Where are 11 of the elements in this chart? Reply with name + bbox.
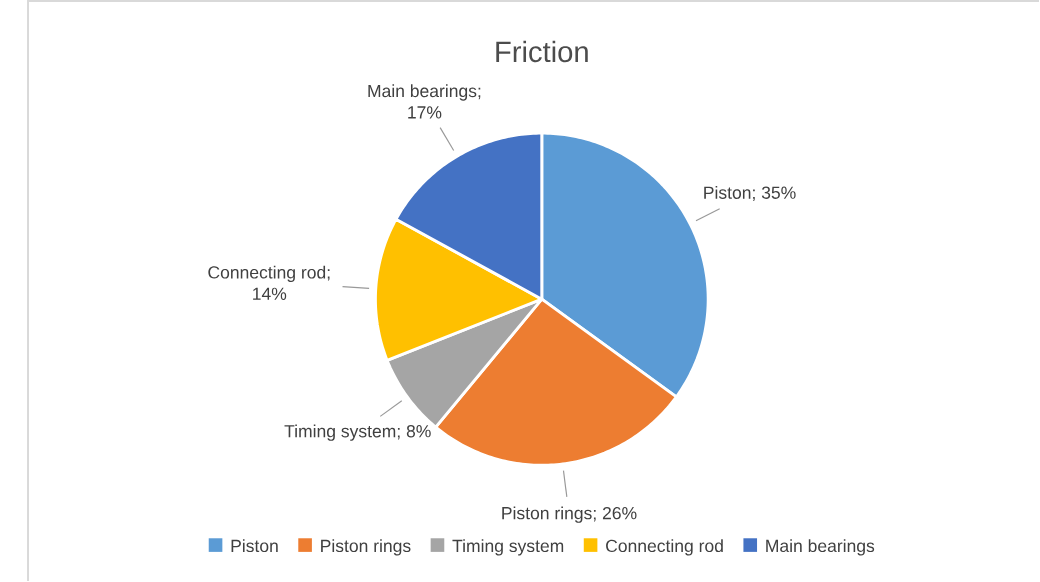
data-label: Piston; 35% — [704, 186, 796, 202]
data-label: Piston rings; 26% — [502, 506, 637, 523]
legend-label: Main bearings — [766, 539, 875, 556]
legend-label: Piston — [231, 539, 278, 553]
data-label: Timing system; 8% — [284, 424, 431, 441]
data-label: Connecting rod; 14% — [208, 265, 330, 300]
legend-label: Connecting rod — [606, 539, 723, 556]
legend-label: Piston rings — [321, 539, 411, 556]
chart-title: Friction — [496, 40, 588, 63]
data-label: Main bearings; 17% — [368, 84, 481, 119]
legend-label: Timing system — [452, 539, 564, 556]
